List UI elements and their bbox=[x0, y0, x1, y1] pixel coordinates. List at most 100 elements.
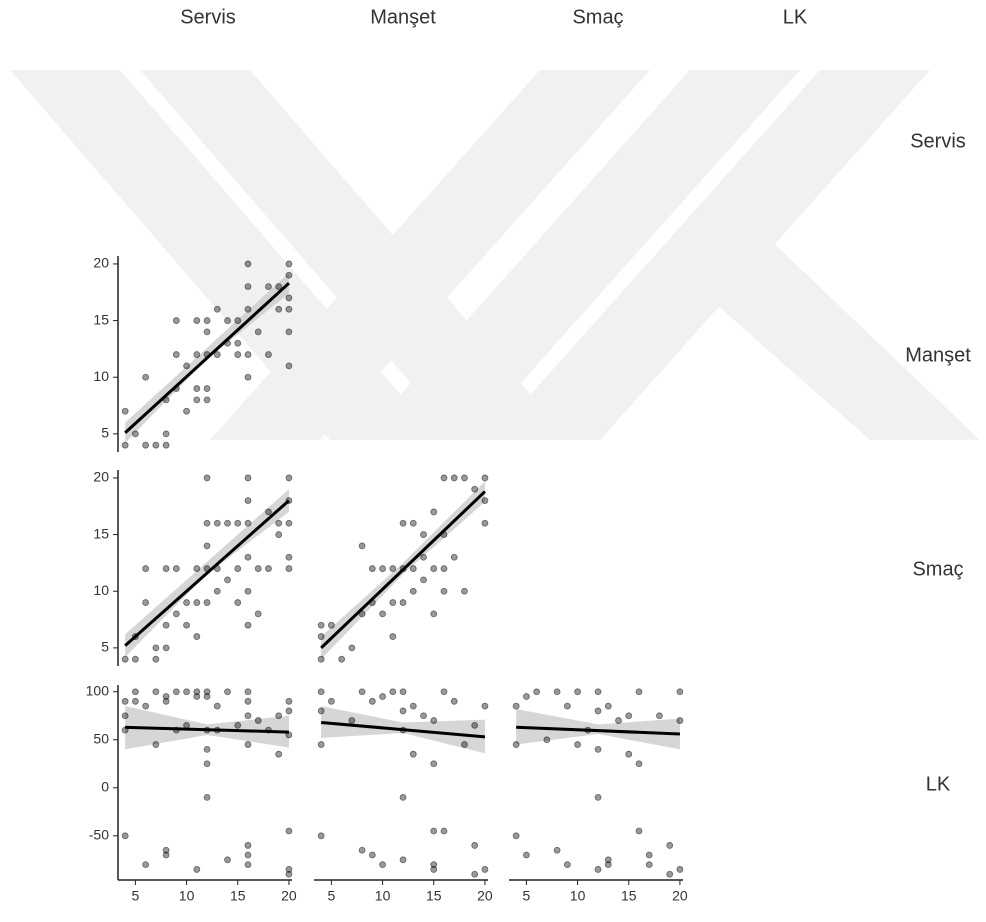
point bbox=[369, 566, 375, 572]
point bbox=[441, 828, 447, 834]
point bbox=[225, 520, 231, 526]
point bbox=[122, 442, 128, 448]
point bbox=[265, 352, 271, 358]
point bbox=[349, 645, 355, 651]
point bbox=[184, 722, 190, 728]
point bbox=[245, 284, 251, 290]
point bbox=[626, 713, 632, 719]
point bbox=[245, 698, 251, 704]
point bbox=[380, 611, 386, 617]
point bbox=[286, 261, 292, 267]
point bbox=[472, 722, 478, 728]
point bbox=[286, 272, 292, 278]
point bbox=[245, 498, 251, 504]
point bbox=[163, 566, 169, 572]
point bbox=[265, 284, 271, 290]
point bbox=[400, 520, 406, 526]
x-tick-label: 20 bbox=[672, 888, 688, 904]
point bbox=[318, 656, 324, 662]
row-label: LK bbox=[926, 773, 951, 795]
point bbox=[564, 862, 570, 868]
point bbox=[369, 698, 375, 704]
point bbox=[194, 397, 200, 403]
point bbox=[605, 703, 611, 709]
y-tick-label: 20 bbox=[93, 469, 109, 485]
column-label: LK bbox=[783, 6, 808, 28]
point bbox=[513, 833, 519, 839]
point bbox=[626, 751, 632, 757]
point bbox=[173, 689, 179, 695]
point bbox=[184, 689, 190, 695]
x-tick-label: 15 bbox=[426, 888, 442, 904]
x-tick-label: 5 bbox=[328, 888, 336, 904]
y-tick-label: 0 bbox=[101, 778, 109, 794]
point bbox=[122, 656, 128, 662]
column-label: Smaç bbox=[572, 6, 623, 28]
point bbox=[575, 689, 581, 695]
point bbox=[153, 689, 159, 695]
point bbox=[400, 708, 406, 714]
point bbox=[235, 352, 241, 358]
point bbox=[328, 698, 334, 704]
point bbox=[204, 761, 210, 767]
point bbox=[318, 742, 324, 748]
y-tick-label: 5 bbox=[101, 425, 109, 441]
point bbox=[513, 742, 519, 748]
point bbox=[431, 866, 437, 872]
point bbox=[380, 694, 386, 700]
column-label: Servis bbox=[180, 6, 236, 28]
x-tick-label: 10 bbox=[570, 888, 586, 904]
trend-line bbox=[321, 492, 485, 648]
point bbox=[194, 566, 200, 572]
point bbox=[122, 713, 128, 719]
point bbox=[359, 543, 365, 549]
point bbox=[286, 520, 292, 526]
point bbox=[400, 600, 406, 606]
point bbox=[132, 656, 138, 662]
point bbox=[143, 862, 149, 868]
point bbox=[286, 306, 292, 312]
x-tick-label: 15 bbox=[621, 888, 637, 904]
point bbox=[410, 566, 416, 572]
point bbox=[400, 857, 406, 863]
point bbox=[184, 622, 190, 628]
point bbox=[656, 713, 662, 719]
point bbox=[318, 634, 324, 640]
point bbox=[194, 689, 200, 695]
point bbox=[646, 862, 652, 868]
point bbox=[410, 520, 416, 526]
point bbox=[194, 386, 200, 392]
point bbox=[235, 340, 241, 346]
point bbox=[184, 600, 190, 606]
point bbox=[143, 442, 149, 448]
point bbox=[214, 306, 220, 312]
point bbox=[143, 374, 149, 380]
point bbox=[194, 318, 200, 324]
point bbox=[369, 852, 375, 858]
point bbox=[255, 566, 261, 572]
watermark bbox=[10, 70, 980, 440]
point bbox=[667, 871, 673, 877]
point bbox=[636, 689, 642, 695]
point bbox=[328, 622, 334, 628]
point bbox=[122, 698, 128, 704]
point bbox=[410, 703, 416, 709]
point bbox=[421, 554, 427, 560]
point bbox=[554, 689, 560, 695]
point bbox=[318, 833, 324, 839]
point bbox=[390, 634, 396, 640]
point bbox=[286, 329, 292, 335]
point bbox=[194, 600, 200, 606]
point bbox=[523, 694, 529, 700]
point bbox=[441, 566, 447, 572]
point bbox=[245, 742, 251, 748]
point bbox=[153, 442, 159, 448]
x-tick-label: 10 bbox=[179, 888, 195, 904]
point bbox=[472, 871, 478, 877]
point bbox=[276, 713, 282, 719]
point bbox=[595, 746, 601, 752]
point bbox=[235, 722, 241, 728]
point bbox=[431, 509, 437, 515]
point bbox=[431, 828, 437, 834]
point bbox=[204, 600, 210, 606]
